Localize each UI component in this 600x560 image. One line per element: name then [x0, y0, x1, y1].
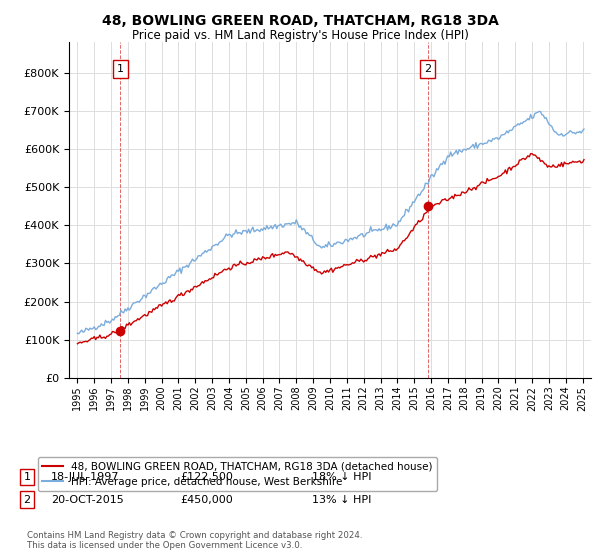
- Text: £450,000: £450,000: [180, 494, 233, 505]
- Text: 2: 2: [424, 64, 431, 74]
- Text: 18-JUL-1997: 18-JUL-1997: [51, 472, 119, 482]
- Text: 2: 2: [23, 494, 31, 505]
- Text: Contains HM Land Registry data © Crown copyright and database right 2024.
This d: Contains HM Land Registry data © Crown c…: [27, 530, 362, 550]
- Text: 20-OCT-2015: 20-OCT-2015: [51, 494, 124, 505]
- Text: 13% ↓ HPI: 13% ↓ HPI: [312, 494, 371, 505]
- Text: 1: 1: [116, 64, 124, 74]
- Text: 18% ↓ HPI: 18% ↓ HPI: [312, 472, 371, 482]
- Text: £122,500: £122,500: [180, 472, 233, 482]
- Text: 1: 1: [23, 472, 31, 482]
- Text: Price paid vs. HM Land Registry's House Price Index (HPI): Price paid vs. HM Land Registry's House …: [131, 29, 469, 42]
- Legend: 48, BOWLING GREEN ROAD, THATCHAM, RG18 3DA (detached house), HPI: Average price,: 48, BOWLING GREEN ROAD, THATCHAM, RG18 3…: [38, 457, 437, 491]
- Text: 48, BOWLING GREEN ROAD, THATCHAM, RG18 3DA: 48, BOWLING GREEN ROAD, THATCHAM, RG18 3…: [101, 14, 499, 28]
